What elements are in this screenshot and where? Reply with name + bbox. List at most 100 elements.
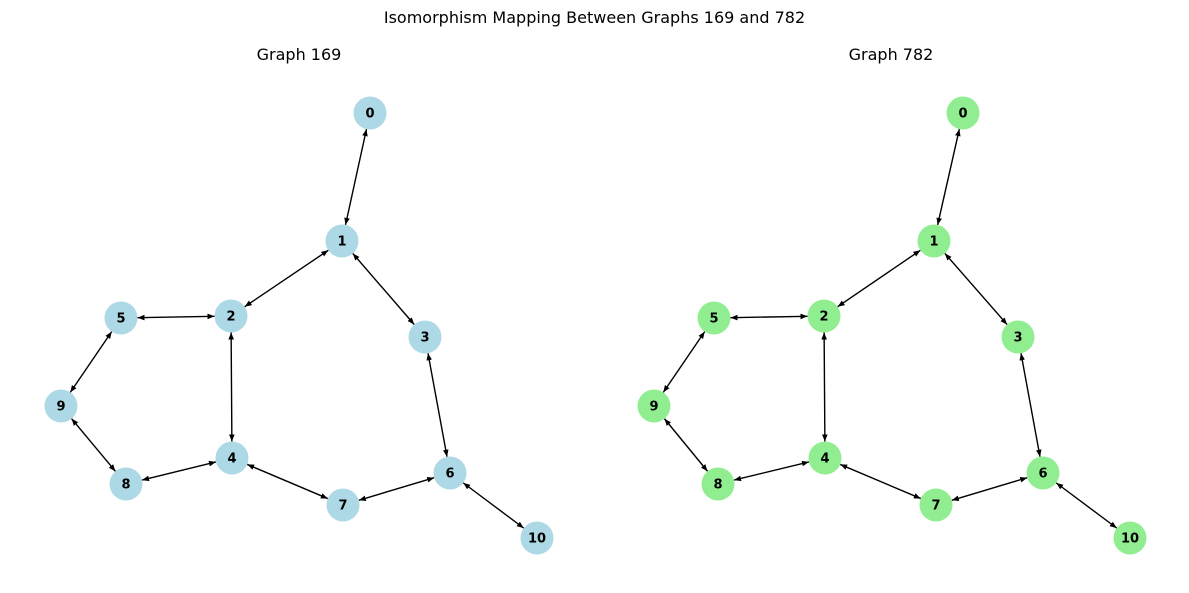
graph-782-node-6-label: 6 [1038, 467, 1047, 482]
graph-782-edge-1-2 [837, 249, 921, 308]
graph-169-node-10-circle [520, 521, 554, 555]
graph-169-panel: Graph 169 0 1 2 3 4 5 6 7 8 9 10 [44, 45, 554, 555]
graph-782-node-9-label: 9 [649, 400, 658, 415]
graph-782-edge-0-1 [936, 128, 961, 226]
graph-169-node-2: 2 [214, 299, 248, 333]
graph-782-node-1-label: 1 [929, 235, 938, 250]
graph-169-node-8-label: 8 [121, 478, 130, 493]
graph-782-node-5-label: 5 [709, 312, 718, 327]
graph-169-node-7: 7 [326, 488, 360, 522]
graph-169-node-9-label: 9 [56, 400, 65, 415]
graph-169-node-1-label: 1 [337, 235, 346, 250]
graph-782-node-7-label: 7 [931, 499, 940, 514]
graph-782-node-3-label: 3 [1013, 331, 1022, 346]
graph-169-edge-0-1 [344, 128, 368, 226]
graph-169-node-7-label: 7 [338, 499, 347, 514]
graph-782-node-8-circle [701, 467, 735, 501]
graph-782-node-10-circle [1113, 521, 1147, 555]
graph-782-edge-9-8 [663, 418, 709, 472]
graph-782-node-2-circle [807, 299, 841, 333]
figure-title: Isomorphism Mapping Between Graphs 169 a… [384, 8, 805, 27]
graph-169-edge-4-7 [246, 463, 329, 500]
graph-169-node-7-circle [326, 488, 360, 522]
graph-782-node-8-label: 8 [713, 478, 722, 493]
graph-169-node-9-circle [44, 389, 78, 423]
graph-782-nodes: 0 1 2 3 4 5 6 7 8 9 10 [637, 96, 1147, 555]
graph-169-node-8-circle [109, 467, 143, 501]
graph-169-node-5-circle [104, 301, 138, 335]
graph-169-node-1: 1 [325, 224, 359, 258]
graph-169-edge-6-10 [462, 482, 525, 529]
graph-169-node-0-label: 0 [365, 107, 374, 122]
graph-782-node-4-label: 4 [820, 452, 829, 467]
graph-169-node-0-circle [353, 96, 387, 130]
graph-169-node-6-label: 6 [445, 467, 454, 482]
graph-782-panel: Graph 782 0 1 2 3 4 5 6 7 8 9 10 [637, 45, 1147, 555]
graph-169-title: Graph 169 [257, 45, 342, 64]
graph-782-node-0-circle [946, 96, 980, 130]
graph-169-node-5: 5 [104, 301, 138, 335]
graph-169-node-9: 9 [44, 389, 78, 423]
graph-169-node-6-circle [433, 456, 467, 490]
graph-782-edge-1-3 [944, 252, 1008, 326]
graph-782-edge-3-6 [1019, 353, 1042, 457]
graph-169-node-4-label: 4 [227, 452, 236, 467]
graph-782-edge-6-10 [1055, 482, 1118, 529]
graph-169-edge-7-6 [358, 477, 435, 501]
graph-169-edge-1-3 [352, 253, 415, 325]
graph-169-node-0: 0 [353, 96, 387, 130]
graph-169-edges [69, 128, 525, 529]
graph-169-node-10: 10 [520, 521, 554, 555]
graph-782-title: Graph 782 [849, 45, 934, 64]
graph-782-node-8: 8 [701, 467, 735, 501]
graph-169-edge-1-2 [244, 249, 329, 308]
graph-782-node-1-circle [917, 224, 951, 258]
graph-169-edge-2-5 [137, 313, 215, 321]
graph-169-node-4-circle [215, 441, 249, 475]
graph-782-node-1: 1 [917, 224, 951, 258]
graph-782-edge-8-4 [733, 460, 810, 482]
graph-782-node-0-label: 0 [958, 107, 967, 122]
graph-782-node-3-circle [1001, 320, 1035, 354]
graph-782-node-2: 2 [807, 299, 841, 333]
graph-782-edge-2-5 [730, 313, 808, 321]
graph-169-edge-3-6 [426, 353, 449, 457]
graph-782-node-3: 3 [1001, 320, 1035, 354]
graph-169-edge-2-4 [228, 332, 235, 442]
graph-169-node-2-circle [214, 299, 248, 333]
graph-782-node-7: 7 [919, 488, 953, 522]
graph-169-node-8: 8 [109, 467, 143, 501]
graph-782-node-10: 10 [1113, 521, 1147, 555]
graph-782-node-4: 4 [808, 441, 842, 475]
graph-169-node-5-label: 5 [116, 312, 125, 327]
graph-782-node-6: 6 [1026, 456, 1060, 490]
graph-169-node-3: 3 [408, 320, 442, 354]
graph-169-node-10-label: 10 [528, 532, 546, 547]
graph-169-node-2-label: 2 [226, 310, 235, 325]
graph-782-node-5-circle [697, 301, 731, 335]
graph-782-edge-2-4 [821, 332, 828, 442]
graph-169-edge-9-8 [71, 418, 116, 472]
graph-782-node-7-circle [919, 488, 953, 522]
graph-782-node-4-circle [808, 441, 842, 475]
graph-782-edge-7-6 [951, 477, 1028, 501]
graph-782-node-5: 5 [697, 301, 731, 335]
graph-782-node-2-label: 2 [819, 310, 828, 325]
graph-169-nodes: 0 1 2 3 4 5 6 7 8 9 10 [44, 96, 554, 555]
graph-782-edge-4-7 [839, 463, 922, 500]
graph-169-edge-8-4 [141, 460, 217, 482]
graph-782-node-9: 9 [637, 389, 671, 423]
graph-169-edge-5-9 [69, 331, 113, 393]
graph-169-node-4: 4 [215, 441, 249, 475]
graph-782-node-9-circle [637, 389, 671, 423]
graph-782-edge-5-9 [662, 331, 706, 393]
graph-782-node-0: 0 [946, 96, 980, 130]
graph-169-node-1-circle [325, 224, 359, 258]
graph-782-edges [662, 128, 1118, 529]
graph-169-node-3-circle [408, 320, 442, 354]
graph-782-node-6-circle [1026, 456, 1060, 490]
graph-169-node-6: 6 [433, 456, 467, 490]
graph-169-node-3-label: 3 [420, 331, 429, 346]
graph-782-node-10-label: 10 [1121, 532, 1139, 547]
